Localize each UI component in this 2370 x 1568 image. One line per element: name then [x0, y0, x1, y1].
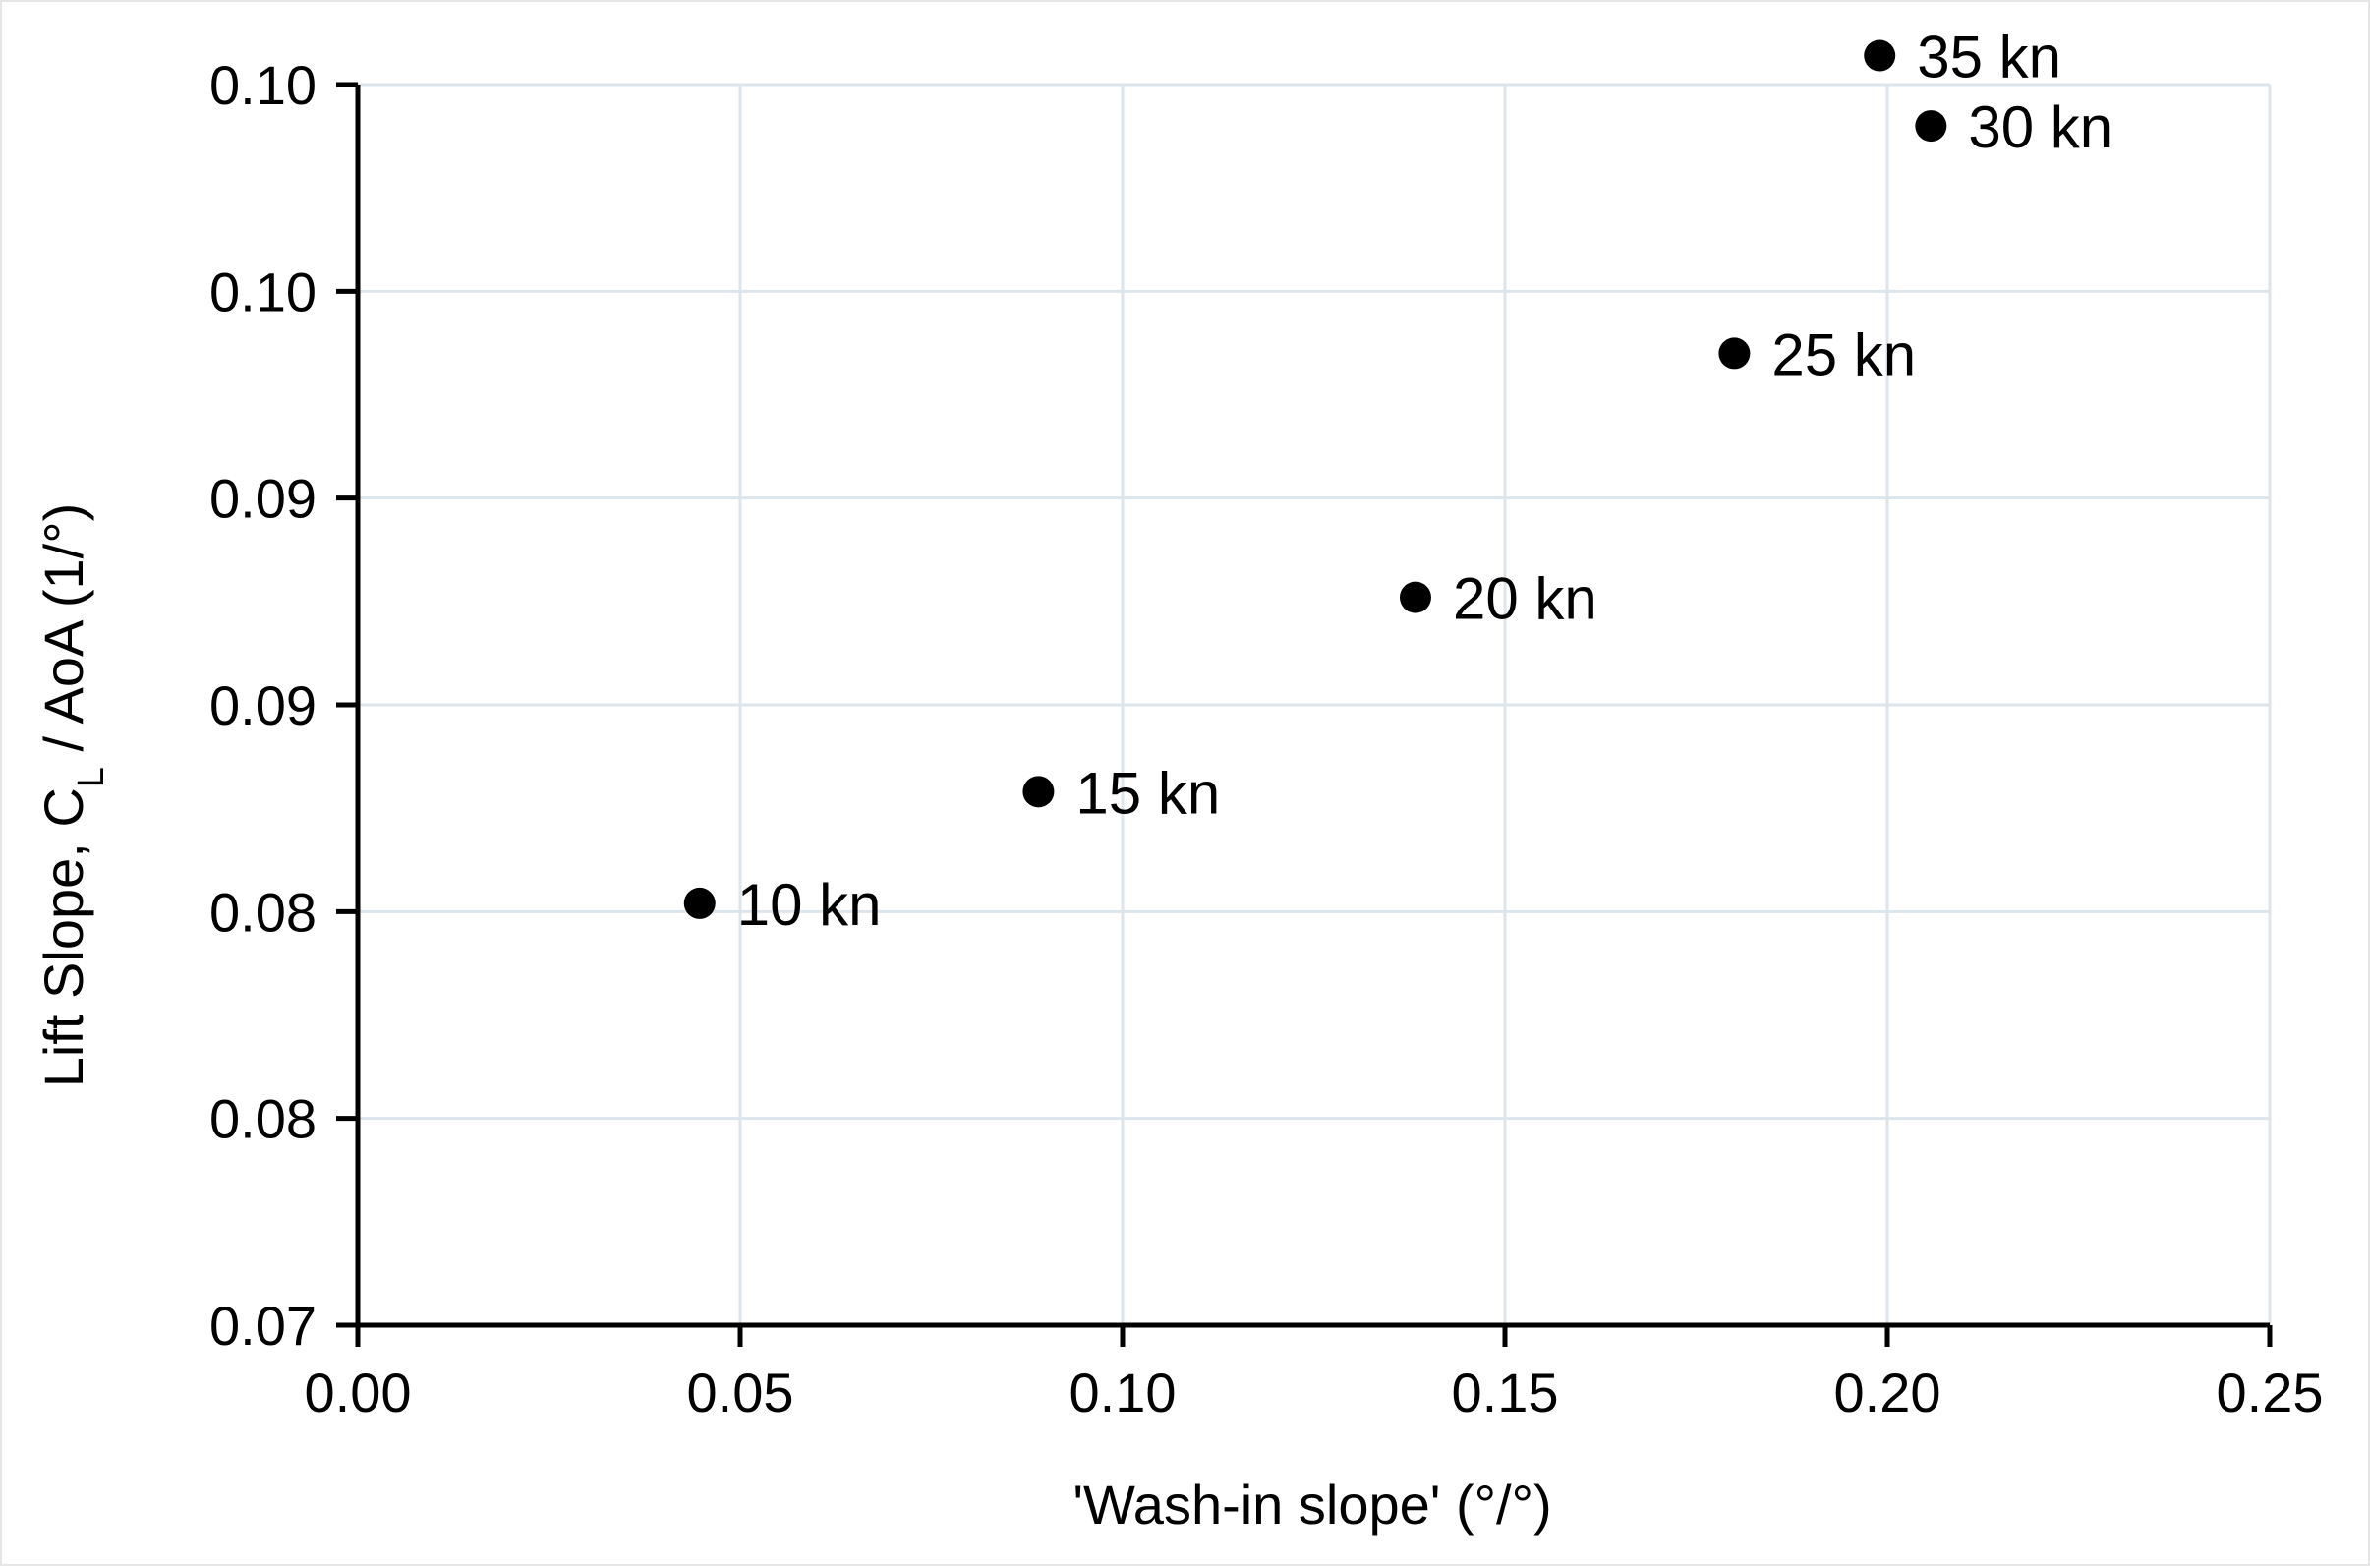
x-tick-label: 0.00	[305, 1362, 412, 1423]
y-axis-title: Lift Slope, CL / AoA (1/°)	[32, 503, 112, 1087]
y-tick-label: 0.10	[209, 54, 317, 116]
x-tick-label: 0.10	[1069, 1362, 1177, 1423]
data-label: 35 kn	[1917, 25, 2061, 90]
x-tick-label: 0.15	[1452, 1362, 1559, 1423]
data-point	[1022, 776, 1055, 808]
grid-layer	[358, 83, 2272, 1325]
y-tick-label: 0.09	[209, 468, 317, 530]
x-tick-label: 0.25	[2217, 1362, 2324, 1423]
y-axis-title-subscript: L	[71, 767, 112, 787]
data-point	[1915, 110, 1947, 143]
data-point	[1718, 337, 1751, 370]
ticks-layer: 0.00 0.05 0.10 0.15 0.20 0.25 0.07 0.08 0.08 0.09…	[209, 54, 2324, 1423]
y-tick-label: 0.07	[209, 1295, 317, 1357]
data-label: 10 kn	[737, 872, 882, 938]
y-tick-label: 0.10	[209, 261, 317, 322]
x-tick-label: 0.20	[1834, 1362, 1941, 1423]
points-layer	[683, 39, 1947, 919]
data-label: 20 kn	[1453, 566, 1597, 632]
y-axis-title-prefix: Lift Slope, C	[32, 787, 94, 1087]
y-axis-title-suffix: / AoA (1/°)	[32, 503, 94, 767]
data-point	[1864, 39, 1896, 72]
data-point	[683, 887, 716, 919]
data-label: 25 kn	[1771, 321, 1916, 387]
x-axis-title: 'Wash-in slope' (°/°)	[1072, 1474, 1551, 1536]
data-point	[1399, 581, 1431, 613]
y-tick-label: 0.09	[209, 674, 317, 736]
data-label: 15 kn	[1075, 760, 1220, 826]
y-tick-label: 0.08	[209, 1088, 317, 1150]
x-tick-label: 0.05	[687, 1362, 794, 1423]
y-tick-label: 0.08	[209, 881, 317, 943]
data-label: 30 kn	[1968, 94, 2112, 160]
